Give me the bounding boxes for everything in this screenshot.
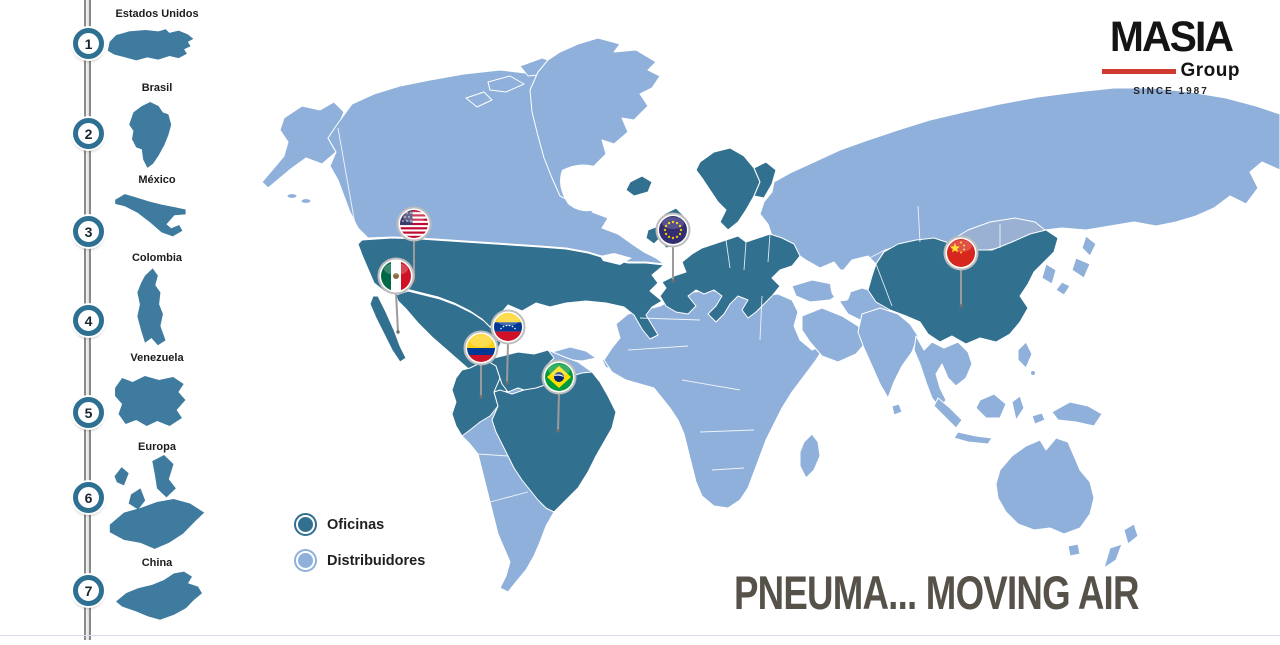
step-number: 4 bbox=[84, 312, 93, 329]
bottom-divider bbox=[0, 635, 1280, 636]
china-silhouette-icon bbox=[108, 570, 208, 628]
step-circle-2: 2 bbox=[73, 118, 104, 149]
step-number: 3 bbox=[84, 223, 93, 240]
colombia-silhouette-icon bbox=[122, 266, 186, 350]
tagline: PNEUMA... MOVING AIR bbox=[734, 566, 1139, 619]
water-features bbox=[560, 164, 852, 302]
usa-silhouette-icon bbox=[105, 24, 197, 76]
masia-group-logo: MASIA Group SINCE 1987 bbox=[1102, 16, 1240, 97]
step-circle-4: 4 bbox=[73, 305, 104, 336]
europe-silhouette-icon bbox=[98, 452, 216, 558]
step-circle-7: 7 bbox=[73, 575, 104, 606]
venezuela-flag-pin[interactable] bbox=[490, 309, 526, 385]
distributors-dot-icon bbox=[294, 549, 317, 572]
step-circle-3: 3 bbox=[73, 216, 104, 247]
brazil-flag-pin[interactable] bbox=[541, 359, 577, 433]
venezuela-silhouette-icon bbox=[108, 368, 196, 438]
step-circle-6: 6 bbox=[73, 482, 104, 513]
brazil-silhouette-icon bbox=[118, 100, 188, 172]
logo-red-line bbox=[1102, 68, 1176, 74]
step-number: 6 bbox=[84, 489, 93, 506]
step-number: 5 bbox=[84, 404, 93, 421]
legend-offices: Oficinas bbox=[294, 513, 425, 536]
logo-subtitle: Group bbox=[1180, 60, 1240, 81]
sidebar-item-brasil: Brasil bbox=[141, 82, 173, 94]
sidebar-item-colombia: Colombia bbox=[131, 252, 183, 264]
mexico-flag-pin[interactable] bbox=[377, 257, 415, 334]
legend-distributors: Distribuidores bbox=[294, 549, 425, 572]
legend-distributors-label: Distribuidores bbox=[327, 552, 426, 569]
sidebar-item-mexico: México bbox=[138, 174, 176, 186]
step-number: 2 bbox=[84, 125, 93, 142]
sidebar-item-venezuela: Venezuela bbox=[130, 352, 184, 364]
step-number: 7 bbox=[84, 582, 93, 599]
colombia-flag-pin[interactable] bbox=[463, 330, 499, 399]
china-flag-pin[interactable] bbox=[943, 235, 979, 308]
step-circle-1: 1 bbox=[73, 28, 104, 59]
map-legend: Oficinas Distribuidores bbox=[294, 513, 425, 585]
logo-since: SINCE 1987 bbox=[1133, 86, 1209, 97]
legend-offices-label: Oficinas bbox=[327, 516, 385, 533]
step-circle-5: 5 bbox=[73, 397, 104, 428]
mexico-silhouette-icon bbox=[112, 190, 192, 247]
sidebar-item-europa: Europa bbox=[138, 441, 176, 453]
step-number: 1 bbox=[84, 35, 93, 52]
eu-flag-pin[interactable] bbox=[655, 212, 691, 283]
logo-title: MASIA bbox=[1109, 13, 1234, 61]
sidebar-item-china: China bbox=[141, 557, 173, 569]
offices-dot-icon bbox=[294, 513, 317, 536]
country-borders bbox=[337, 127, 1001, 563]
usa-flag-pin[interactable] bbox=[396, 206, 432, 283]
sidebar-item-estados-unidos: Estados Unidos bbox=[115, 8, 199, 20]
